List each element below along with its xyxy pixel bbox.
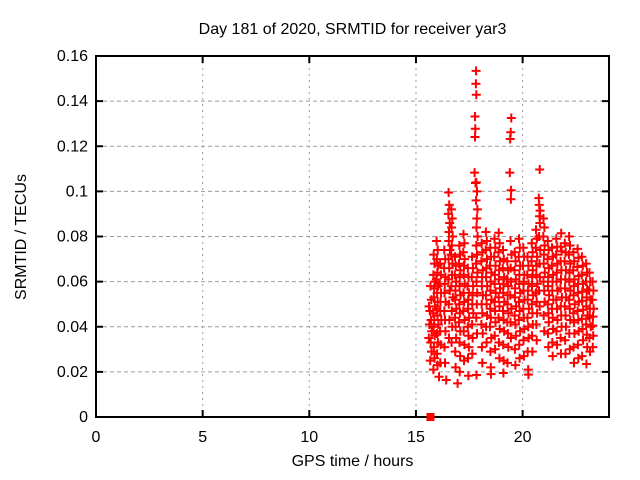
x-tick-label: 20 xyxy=(514,429,532,446)
y-tick-label: 0.04 xyxy=(57,319,88,336)
srmtid-scatter xyxy=(424,66,599,388)
plot-border xyxy=(95,55,610,418)
y-tick-label: 0.14 xyxy=(57,93,88,110)
x-tick-label: 10 xyxy=(300,429,318,446)
y-tick-label: 0.06 xyxy=(57,274,88,291)
y-tick-label: 0.16 xyxy=(57,48,88,65)
x-tick-label: 5 xyxy=(198,429,207,446)
y-tick-label: 0.12 xyxy=(57,138,88,155)
x-tick-label: 15 xyxy=(407,429,425,446)
chart-title: Day 181 of 2020, SRMTID for receiver yar… xyxy=(198,21,507,38)
x-axis-label: GPS time / hours xyxy=(291,453,414,470)
y-tick-label: 0.02 xyxy=(57,364,88,381)
y-tick-label: 0.08 xyxy=(57,229,88,246)
x-tick-label: 0 xyxy=(92,429,101,446)
zero-baseline-marker xyxy=(426,413,435,421)
y-tick-label: 0.1 xyxy=(66,183,88,200)
y-tick-label: 0 xyxy=(79,409,88,426)
